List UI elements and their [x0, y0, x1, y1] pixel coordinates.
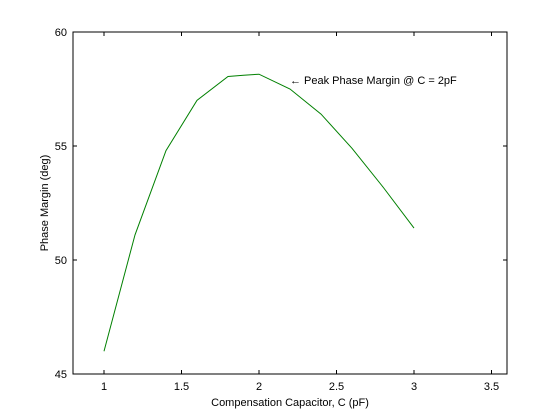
x-axis-ticks: 1 1.5 2 2.5 3 3.5 — [101, 32, 499, 393]
x-tick-label: 2 — [256, 381, 262, 393]
y-tick-label: 60 — [55, 27, 67, 39]
series-line — [103, 73, 415, 352]
x-axis-label: Compensation Capacitor, C (pF) — [211, 397, 369, 409]
peak-annotation: ← Peak Phase Margin @ C = 2pF — [290, 75, 457, 87]
y-tick-label: 50 — [55, 255, 67, 267]
x-tick-label: 3.5 — [484, 381, 499, 393]
y-axis-ticks: 45 50 55 60 — [55, 27, 507, 381]
x-tick-label: 3 — [411, 381, 417, 393]
y-tick-label: 55 — [55, 141, 67, 153]
x-tick-label: 2.5 — [329, 381, 344, 393]
y-tick-label: 45 — [55, 369, 67, 381]
y-axis-label: Phase Margin (deg) — [39, 155, 51, 252]
series-layer — [103, 73, 415, 352]
x-tick-label: 1.5 — [174, 381, 189, 393]
x-tick-label: 1 — [101, 381, 107, 393]
